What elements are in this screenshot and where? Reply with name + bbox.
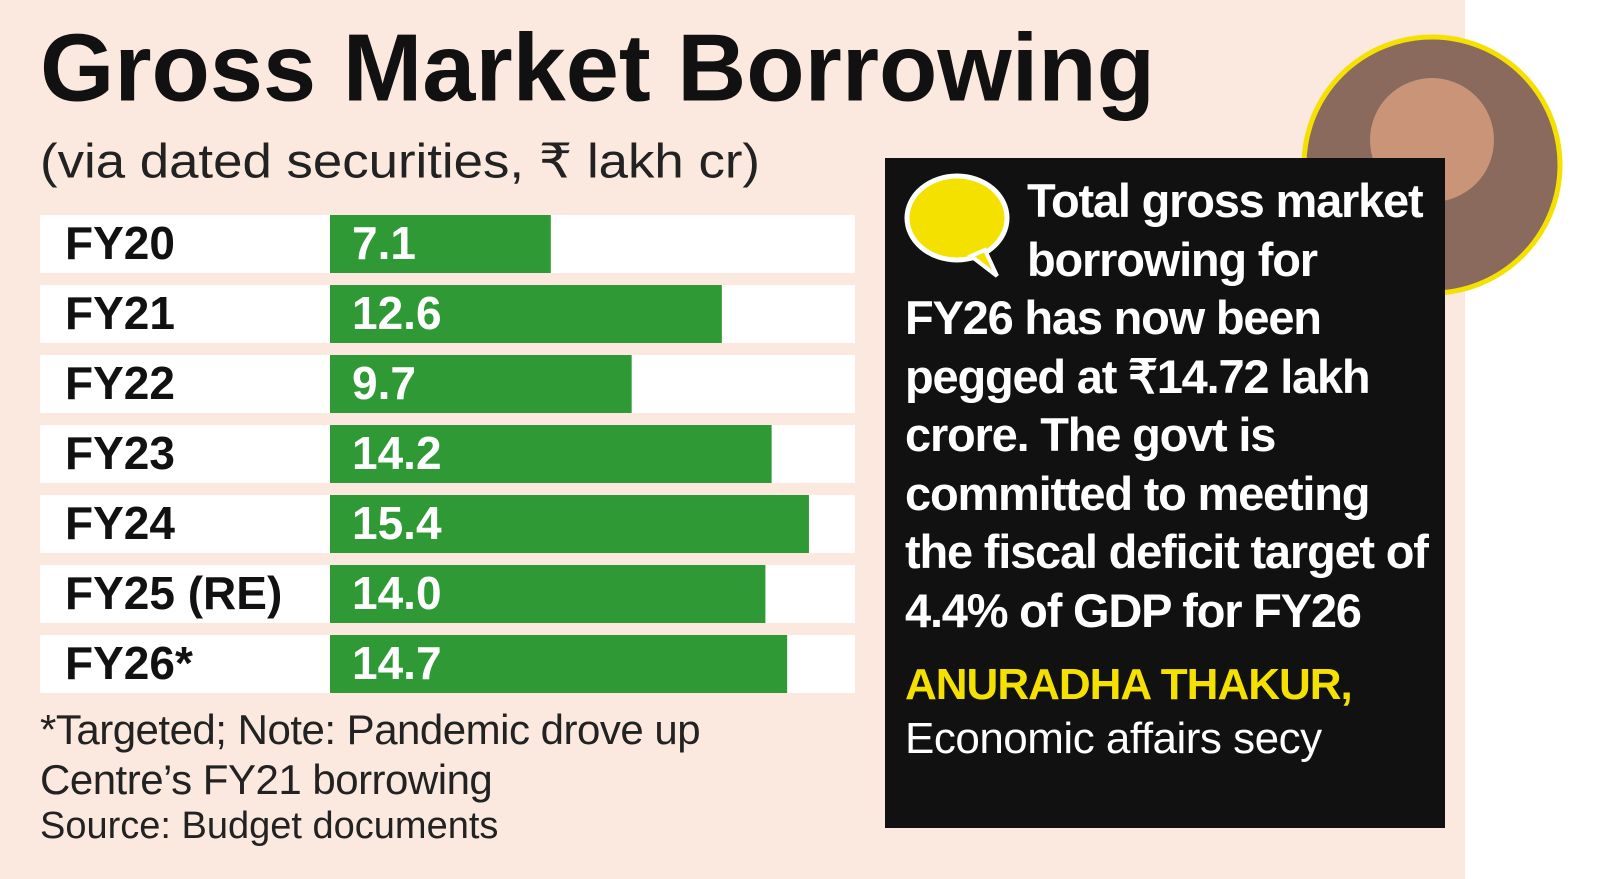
bar xyxy=(330,285,722,343)
value-label: 7.1 xyxy=(352,217,416,269)
source: Source: Budget documents xyxy=(40,805,499,847)
quote-author: ANURADHA THAKUR, xyxy=(905,660,1353,709)
chart-title: Gross Market Borrowing xyxy=(40,14,1155,121)
footnote: *Targeted; Note: Pandemic drove up Centr… xyxy=(40,706,701,803)
bar xyxy=(330,495,809,553)
value-label: 9.7 xyxy=(352,357,416,409)
value-label: 12.6 xyxy=(352,287,442,339)
bar xyxy=(330,425,772,483)
category-label: FY21 xyxy=(65,287,175,339)
value-label: 15.4 xyxy=(352,497,442,549)
value-label: 14.7 xyxy=(352,637,442,689)
bar xyxy=(330,215,551,273)
category-label: FY22 xyxy=(65,357,175,409)
bar xyxy=(330,565,766,623)
quote-role: Economic affairs secy xyxy=(905,714,1322,763)
quote-box: Total gross market borrowing for FY26 ha… xyxy=(885,158,1445,828)
chart-subtitle: (via dated securities, ₹ lakh cr) xyxy=(40,136,760,189)
category-label: FY23 xyxy=(65,427,175,479)
bar xyxy=(330,355,632,413)
category-label: FY20 xyxy=(65,217,175,269)
value-label: 14.2 xyxy=(352,427,442,479)
speech-bubble-icon xyxy=(904,173,1010,278)
bar xyxy=(330,635,788,693)
value-label: 14.0 xyxy=(352,567,442,619)
category-label: FY25 (RE) xyxy=(65,567,282,619)
category-label: FY24 xyxy=(65,497,175,549)
category-label: FY26* xyxy=(65,637,193,689)
quote-text: Total gross market borrowing for FY26 ha… xyxy=(905,174,1429,637)
